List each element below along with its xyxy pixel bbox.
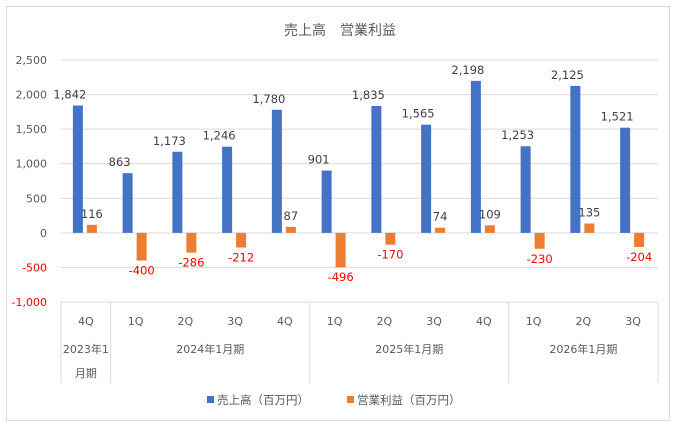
category-label: 4Q bbox=[476, 315, 492, 328]
bar-sales bbox=[222, 146, 233, 233]
bar-operating-profit bbox=[86, 224, 97, 233]
group-label: 月期 bbox=[75, 367, 97, 380]
bar-operating-profit bbox=[186, 232, 197, 253]
data-label: 74 bbox=[433, 210, 448, 224]
chart-frame bbox=[6, 6, 670, 421]
category-label: 4Q bbox=[78, 315, 94, 328]
y-tick-label: 0 bbox=[40, 227, 47, 240]
data-label: -170 bbox=[377, 248, 403, 262]
data-label: 1,253 bbox=[501, 128, 534, 142]
bar-sales bbox=[72, 105, 83, 233]
legend-swatch bbox=[347, 396, 354, 403]
group-label: 2023年1 bbox=[63, 342, 109, 356]
y-tick-label: 500 bbox=[26, 192, 47, 205]
legend-swatch bbox=[207, 396, 214, 403]
category-label: 1Q bbox=[526, 315, 542, 328]
legend-label: 売上高（百万円） bbox=[217, 393, 309, 407]
bar-operating-profit bbox=[385, 232, 396, 245]
bar-sales bbox=[122, 173, 133, 233]
bar-operating-profit bbox=[534, 232, 545, 249]
data-label: -204 bbox=[626, 250, 652, 264]
bar-sales bbox=[172, 151, 183, 233]
group-label: 2024年1月期 bbox=[176, 342, 244, 356]
data-label: 1,565 bbox=[402, 107, 435, 121]
group-label: 2026年1月期 bbox=[549, 342, 617, 356]
data-label: 1,521 bbox=[601, 110, 634, 124]
data-label: -230 bbox=[527, 252, 553, 266]
bar-sales bbox=[570, 85, 581, 233]
category-label: 3Q bbox=[426, 315, 442, 328]
bar-operating-profit bbox=[584, 223, 595, 233]
category-label: 4Q bbox=[277, 315, 293, 328]
data-label: 901 bbox=[308, 153, 330, 167]
y-tick-label: 2,000 bbox=[16, 89, 48, 102]
bar-sales bbox=[470, 80, 481, 233]
data-label: -212 bbox=[228, 251, 254, 265]
category-label: 2Q bbox=[576, 315, 592, 328]
data-label: 1,780 bbox=[252, 92, 285, 106]
y-tick-label: 1,000 bbox=[16, 158, 48, 171]
bar-sales bbox=[271, 109, 282, 233]
data-label: -286 bbox=[178, 256, 204, 270]
y-tick-label: 1,500 bbox=[16, 123, 48, 136]
bar-operating-profit bbox=[335, 232, 346, 268]
category-label: 2Q bbox=[377, 315, 393, 328]
chart-title: 売上高 営業利益 bbox=[284, 22, 396, 39]
bar-operating-profit bbox=[136, 232, 147, 261]
category-label: 1Q bbox=[327, 315, 343, 328]
data-label: 1,842 bbox=[53, 87, 86, 101]
category-label: 1Q bbox=[128, 315, 144, 328]
data-label: 1,246 bbox=[203, 129, 236, 143]
bar-operating-profit bbox=[484, 225, 495, 233]
bar-operating-profit bbox=[236, 232, 247, 248]
category-label: 3Q bbox=[227, 315, 243, 328]
data-label: 109 bbox=[479, 207, 501, 221]
category-label: 3Q bbox=[625, 315, 641, 328]
bar-sales bbox=[321, 170, 332, 233]
y-tick-label: -1,000 bbox=[12, 296, 47, 309]
legend-label: 営業利益（百万円） bbox=[357, 393, 461, 407]
y-tick-label: 2,500 bbox=[16, 54, 48, 67]
data-label: 87 bbox=[284, 209, 299, 223]
data-label: 2,125 bbox=[551, 68, 584, 82]
data-label: 116 bbox=[81, 207, 103, 221]
data-label: -496 bbox=[328, 270, 354, 284]
data-label: 2,198 bbox=[451, 63, 484, 77]
data-label: -400 bbox=[129, 264, 155, 278]
bar-operating-profit bbox=[285, 226, 296, 233]
data-label: 1,835 bbox=[352, 88, 385, 102]
group-label: 2025年1月期 bbox=[375, 342, 443, 356]
bar-operating-profit bbox=[634, 232, 645, 247]
bar-operating-profit bbox=[435, 227, 446, 233]
y-tick-label: -500 bbox=[22, 261, 47, 274]
data-label: 863 bbox=[109, 155, 131, 169]
bar-sales bbox=[421, 124, 432, 233]
data-label: 135 bbox=[578, 206, 600, 220]
bar-sales bbox=[620, 127, 631, 233]
category-label: 2Q bbox=[178, 315, 194, 328]
data-label: 1,173 bbox=[153, 134, 186, 148]
bar-sales bbox=[520, 146, 531, 233]
bar-sales bbox=[371, 105, 382, 233]
